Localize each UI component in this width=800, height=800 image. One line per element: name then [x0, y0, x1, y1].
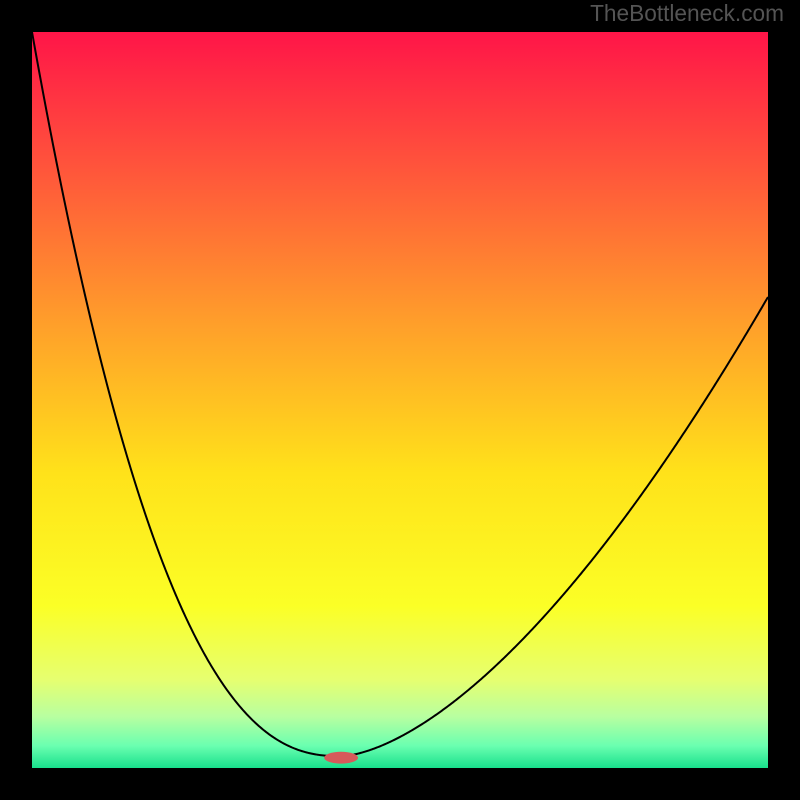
figure-root: TheBottleneck.com	[0, 0, 800, 800]
plot-svg	[32, 32, 768, 768]
watermark-text: TheBottleneck.com	[590, 0, 784, 27]
plot-area	[32, 32, 768, 768]
valley-marker	[324, 752, 358, 764]
plot-background	[32, 32, 768, 768]
